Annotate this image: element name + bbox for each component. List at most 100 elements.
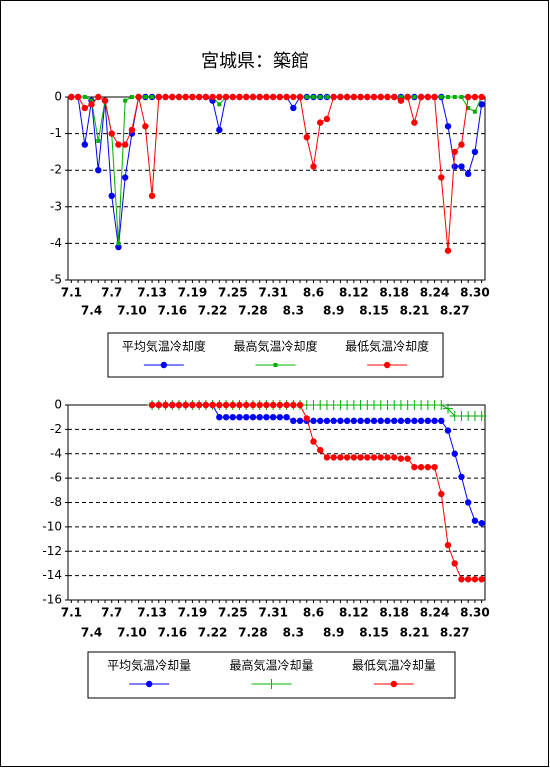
data-point (444, 247, 452, 254)
data-point (424, 463, 432, 471)
data-point (101, 97, 109, 104)
y-tick-label: -5 (50, 273, 62, 287)
x-tick-label: 8.21 (400, 626, 430, 640)
data-point (290, 104, 297, 112)
legend-label: 最低気温冷却量 (352, 658, 436, 673)
data-point (471, 576, 479, 583)
data-point (189, 93, 196, 101)
data-point (464, 170, 472, 178)
data-point (459, 95, 464, 99)
data-point (397, 417, 405, 425)
data-point (155, 93, 162, 101)
data-point (337, 417, 344, 425)
y-tick-label: -2 (50, 422, 62, 436)
x-tick-label: 7.19 (178, 606, 208, 620)
data-point (451, 163, 458, 170)
plot-frame (67, 96, 486, 281)
legend-marker (266, 679, 277, 689)
data-point (276, 413, 284, 421)
data-point (398, 95, 403, 99)
data-point (438, 490, 445, 498)
data-point (472, 109, 477, 114)
data-point (175, 93, 183, 101)
x-tick-label: 7.4 (81, 304, 102, 318)
data-point (424, 417, 432, 425)
data-point (175, 401, 183, 409)
data-point (202, 93, 210, 101)
data-point (397, 455, 405, 462)
data-point (115, 141, 122, 148)
data-point (222, 401, 230, 409)
x-tick-label: 7.1 (61, 286, 82, 300)
data-point (222, 93, 230, 101)
data-point (478, 576, 485, 583)
x-tick-label: 8.12 (339, 286, 369, 300)
data-point (377, 93, 384, 101)
data-point (182, 401, 189, 409)
x-tick-label: 8.15 (359, 304, 389, 318)
data-point (189, 401, 196, 409)
series-line (71, 96, 482, 251)
data-point (471, 517, 479, 524)
data-point (444, 427, 452, 434)
data-point (222, 413, 230, 421)
data-point (216, 413, 223, 421)
legend-label: 平均気温冷却度 (122, 339, 206, 354)
data-point (458, 141, 465, 148)
x-tick-label: 7.16 (157, 626, 187, 640)
data-point (451, 450, 458, 457)
data-point (310, 438, 317, 445)
x-tick-label: 7.10 (117, 304, 147, 318)
data-point (317, 446, 324, 454)
x-tick-label: 7.13 (137, 286, 167, 300)
data-point (323, 417, 331, 425)
y-tick-label: 0 (54, 398, 62, 412)
data-point (318, 95, 323, 99)
legend-label: 最高気温冷却度 (233, 339, 317, 354)
data-point (478, 101, 485, 108)
x-tick-label: 8.6 (303, 286, 324, 300)
y-tick-label: -6 (50, 471, 62, 485)
data-point (310, 417, 317, 425)
x-tick-label: 7.22 (198, 304, 228, 318)
data-point (311, 95, 316, 99)
data-point (249, 401, 257, 409)
data-point (337, 93, 344, 101)
legend-marker (390, 680, 398, 688)
y-tick-label: -1 (50, 126, 62, 140)
data-point (443, 403, 454, 414)
data-point (330, 454, 337, 461)
x-tick-label: 8.9 (323, 304, 344, 318)
data-point (464, 93, 472, 101)
x-tick-label: 8.18 (379, 286, 409, 300)
series-line (152, 404, 482, 580)
legend-marker (383, 361, 391, 369)
legend-marker (145, 680, 153, 688)
data-point (377, 417, 384, 425)
data-point (391, 454, 398, 461)
data-point (431, 463, 438, 471)
data-point (296, 401, 304, 409)
x-tick-label: 7.7 (101, 286, 122, 300)
data-point (444, 541, 452, 549)
data-point (424, 93, 432, 101)
legend-box (87, 651, 456, 699)
data-point (243, 413, 250, 421)
data-point (444, 123, 452, 130)
y-tick-label: -12 (42, 544, 62, 558)
data-point (357, 417, 364, 425)
data-point (370, 417, 378, 425)
data-point (82, 95, 87, 99)
data-point (303, 134, 310, 141)
data-point (436, 400, 447, 410)
y-tick-label: -14 (42, 568, 62, 582)
data-point (304, 95, 309, 99)
data-point (303, 415, 310, 422)
data-point (135, 93, 142, 101)
data-point (68, 93, 75, 101)
data-point (391, 417, 398, 425)
data-point (438, 417, 445, 425)
data-point (296, 417, 304, 425)
data-point (150, 95, 155, 99)
